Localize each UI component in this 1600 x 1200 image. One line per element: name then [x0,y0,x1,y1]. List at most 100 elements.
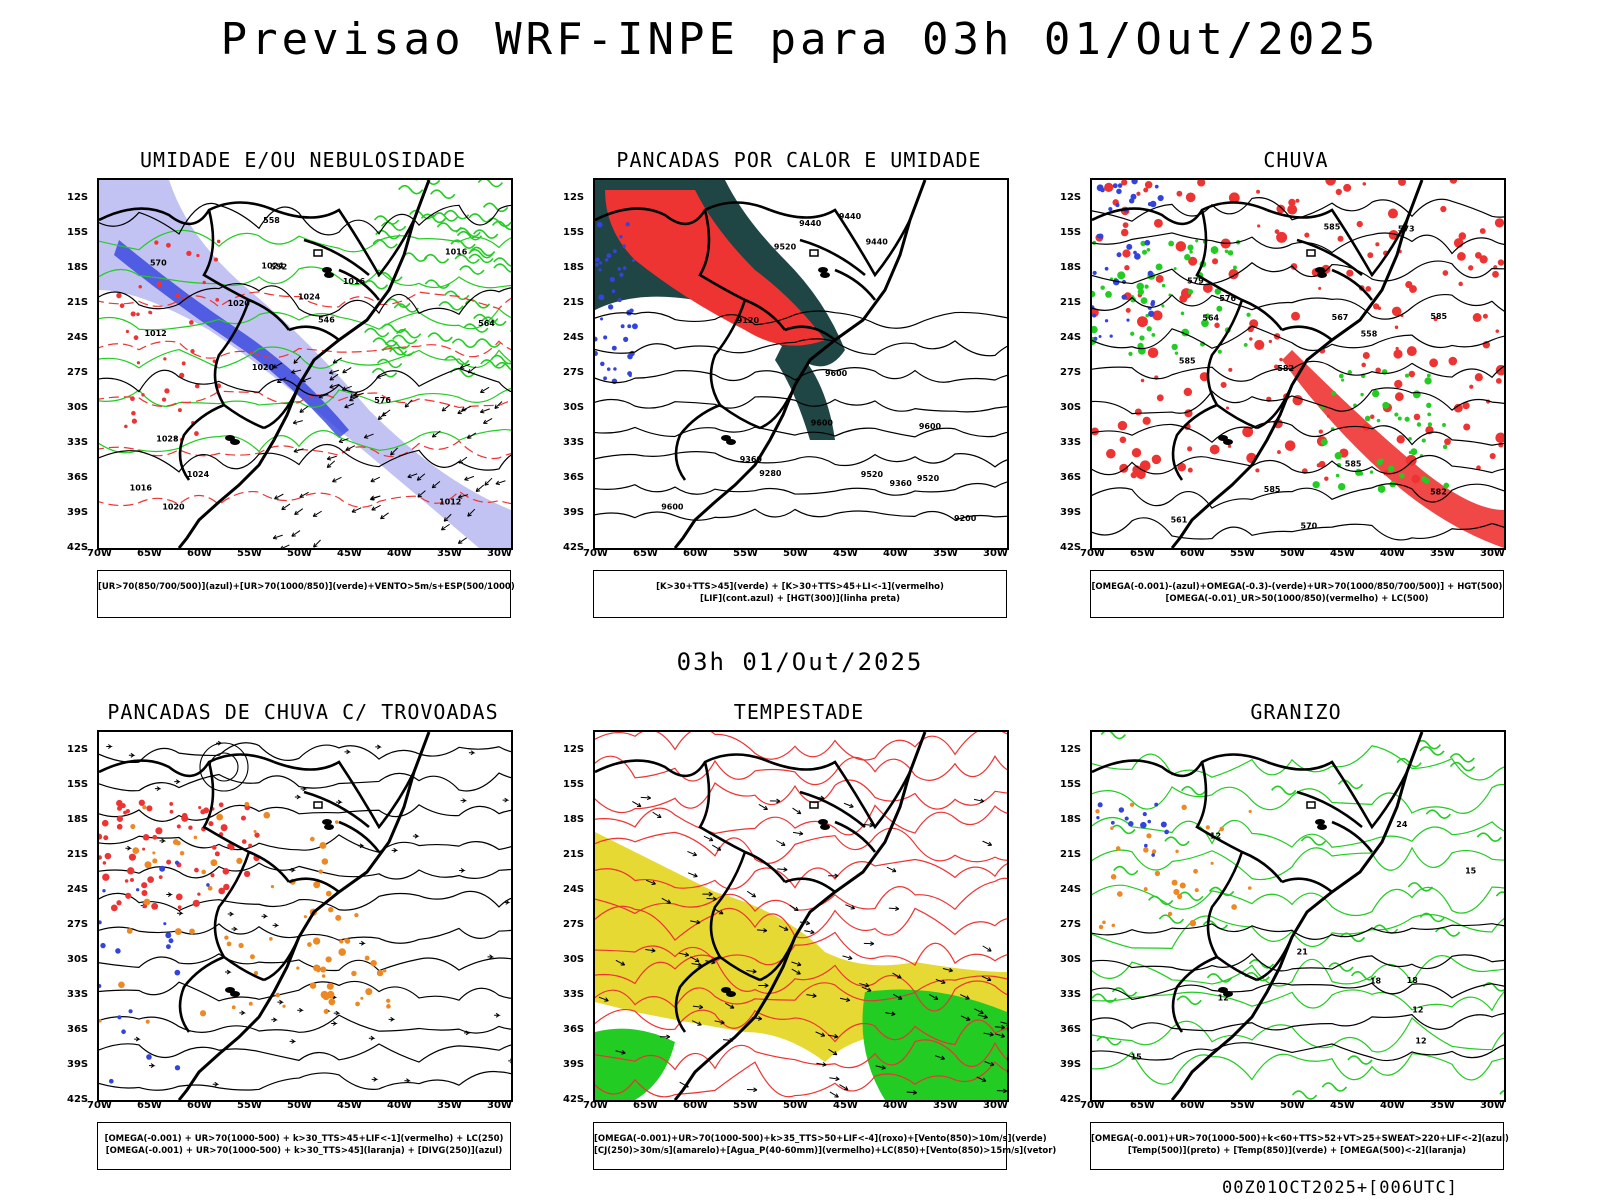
map-panel-p3: 585 585 585 585 582 579 576 573 570 567 564 561 558 5… [1090,178,1506,550]
lat-tick-label: 15S [563,779,585,790]
lon-tick-label: 65W [1130,1100,1155,1111]
contour-value-label: 1020 [228,299,251,308]
legend-line: [OMEGA(-0.001) + UR>70(1000-500) + k>30_… [104,1134,504,1144]
contour-value-label: 1020 [252,363,275,372]
lon-tick-label: 40W [387,548,412,559]
lon-tick-label: 30W [983,548,1008,559]
legend-line: [CJ(250)>30m/s](amarelo)+[Agua_P(40-60mm… [594,1146,1057,1156]
lat-tick-label: 15S [563,227,585,238]
lat-tick-label: 42S [1060,1094,1082,1105]
lat-tick-label: 12S [1060,192,1082,203]
panel-title-p6: GRANIZO [1250,700,1342,724]
lat-tick-label: 36S [563,472,585,483]
lat-tick-label: 21S [1060,297,1082,308]
lat-tick-label: 12S [1060,744,1082,755]
legend-line: [K>30+TTS>45](verde) + [K>30+TTS>45+LI<-… [656,582,944,592]
lat-tick-label: 30S [1060,402,1082,413]
lon-tick-label: 55W [733,1100,758,1111]
lon-tick-label: 70W [1080,1100,1105,1111]
lat-tick-label: 36S [67,1024,89,1035]
lat-tick-label: 12S [563,744,585,755]
panel-title-p3: CHUVA [1263,148,1329,172]
contour-value-label: 24 [1396,820,1408,829]
lon-tick-label: 40W [1380,1100,1405,1111]
lat-tick-label: 12S [67,192,89,203]
contour-value-label: 21 [1297,948,1309,957]
contour-value-label: 9600 [661,502,684,511]
contour-value-label: 9200 [954,514,977,523]
lon-tick-label: 50W [1280,1100,1305,1111]
lon-tick-label: 60W [683,1100,708,1111]
lon-tick-label: 60W [1180,548,1205,559]
contour-value-label: 582 [1277,364,1294,373]
lon-tick-label: 65W [633,548,658,559]
contour-value-label: 579 [1187,276,1204,285]
contour-value-label: 9600 [825,369,848,378]
lon-tick-label: 45W [1330,1100,1355,1111]
contour-value-label: 9280 [759,469,782,478]
lon-tick-label: 40W [883,1100,908,1111]
legend-line: [OMEGA(-0.01)_UR>50(1000/850)(vermelho) … [1165,594,1429,604]
lat-tick-label: 12S [563,192,585,203]
contour-value-label: 9600 [919,422,942,431]
lat-tick-label: 24S [1060,884,1082,895]
lat-tick-label: 21S [67,849,89,860]
contour-value-label: 9360 [740,455,763,464]
contour-value-label: 558 [1361,330,1378,339]
lat-tick-label: 33S [563,989,585,1000]
contour-value-label: 9520 [861,470,884,479]
lat-tick-label: 30S [1060,954,1082,965]
panel-legend-p3: [OMEGA(-0.001)-(azul)+OMEGA(-0.3)-(verde… [1090,570,1504,618]
panel-legend-p1: [UR>70(850/700/500)](azul)+[UR>70(1000/8… [97,570,515,618]
lat-tick-label: 39S [1060,507,1082,518]
lon-tick-label: 50W [783,1100,808,1111]
lon-tick-label: 35W [933,548,958,559]
lat-tick-label: 18S [563,814,585,825]
lon-tick-label: 55W [733,548,758,559]
lon-tick-label: 50W [1280,548,1305,559]
legend-line: [UR>70(850/700/500)](azul)+[UR>70(1000/8… [98,582,515,592]
lat-tick-label: 33S [1060,989,1082,1000]
lon-tick-label: 65W [137,548,162,559]
lon-tick-label: 65W [137,1100,162,1111]
lon-tick-label: 65W [633,1100,658,1111]
lon-tick-label: 35W [437,1100,462,1111]
map-panel-p5 [593,730,1009,1102]
lat-tick-label: 18S [1060,814,1082,825]
map-canvas: 12 15 12 12 15 18 21 24 18 12 [1092,732,1504,1100]
lon-tick-label: 50W [287,1100,312,1111]
lat-tick-label: 18S [563,262,585,273]
contour-value-label: 582 [1430,487,1447,496]
contour-value-label: 15 [1131,1053,1143,1062]
contour-value-label: 570 [150,259,167,268]
legend-line: [Temp(500)](preto) + [Temp(850)](verde) … [1127,1146,1467,1156]
map-panel-p1: 1012 1012 1016 1020 1016 1020 1024 1024 1028 1020… [97,178,513,550]
lat-tick-label: 42S [67,1094,89,1105]
contour-value-label: 12 [1412,1005,1423,1014]
legend-line: [OMEGA(-0.001) + UR>70(1000-500) + k>30_… [105,1146,503,1156]
panel-title-p2: PANCADAS POR CALOR E UMIDADE [616,148,982,172]
contour-value-label: 558 [263,216,280,225]
lat-tick-label: 21S [1060,849,1082,860]
contour-value-label: 570 [1301,522,1318,531]
lon-tick-label: 70W [583,1100,608,1111]
contour-value-label: 1024 [187,470,210,479]
contour-value-label: 9440 [839,212,862,221]
lon-tick-label: 50W [287,548,312,559]
lon-tick-label: 60W [187,548,212,559]
panel-title-p1: UMIDADE E/OU NEBULOSIDADE [139,148,467,172]
map-panel-p6: 12 15 12 12 15 18 21 24 18 12 [1090,730,1506,1102]
lon-tick-label: 30W [487,548,512,559]
contour-value-label: 585 [1345,460,1362,469]
lon-tick-label: 35W [437,548,462,559]
contour-value-label: 1020 [162,502,185,511]
contour-value-label: 585 [1264,485,1281,494]
contour-value-label: 564 [478,319,495,328]
contour-value-label: 9600 [811,418,834,427]
lon-tick-label: 45W [337,548,362,559]
legend-line: [OMEGA(-0.001)+UR>70(1000-500)+k<60+TTS>… [1091,1134,1509,1144]
contour-value-label: 567 [1332,313,1349,322]
lat-tick-label: 15S [1060,779,1082,790]
legend-line: [OMEGA(-0.001)-(azul)+OMEGA(-0.3)-(verde… [1091,582,1503,592]
lon-tick-label: 35W [1430,548,1455,559]
